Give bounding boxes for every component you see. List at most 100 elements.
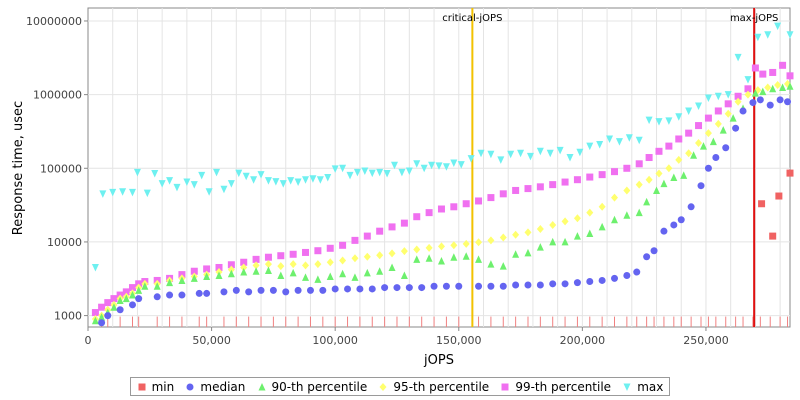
max-point bbox=[151, 169, 159, 178]
90-th-percentile-point bbox=[388, 263, 396, 271]
max-point bbox=[302, 176, 310, 184]
legend-symbol-triangle-down-icon bbox=[623, 383, 631, 391]
median-point bbox=[116, 306, 124, 314]
max-point bbox=[242, 172, 250, 181]
90-th-percentile-point bbox=[598, 222, 606, 231]
90-th-percentile-point bbox=[690, 151, 698, 159]
x-tick-label: 250,000 bbox=[683, 334, 729, 347]
95-th-percentile-point bbox=[376, 251, 384, 260]
y-tick-label: 1000 bbox=[54, 310, 82, 323]
max-point bbox=[606, 135, 614, 143]
max-point bbox=[294, 178, 302, 187]
max-point bbox=[714, 92, 722, 101]
99-th-percentile-point bbox=[675, 135, 683, 143]
95-th-percentile-point bbox=[302, 261, 310, 270]
min-point bbox=[786, 169, 794, 177]
90-th-percentile-point bbox=[314, 275, 322, 283]
x-tick-label: 50,000 bbox=[192, 334, 231, 347]
95-th-percentile-point bbox=[665, 164, 673, 173]
median-point bbox=[306, 286, 314, 294]
90-th-percentile-point bbox=[141, 282, 149, 290]
99-th-percentile-point bbox=[363, 232, 371, 240]
median-point bbox=[643, 253, 651, 261]
95-th-percentile-point bbox=[549, 220, 557, 229]
99-th-percentile-point bbox=[104, 299, 112, 307]
median-point bbox=[104, 312, 112, 320]
max-point bbox=[685, 107, 693, 115]
90-th-percentile-point bbox=[660, 179, 668, 188]
legend-item-median: median bbox=[185, 380, 245, 394]
median-point bbox=[203, 289, 211, 297]
90-th-percentile-point bbox=[611, 215, 618, 224]
legend-symbol-shape bbox=[186, 383, 194, 390]
median-point bbox=[499, 282, 507, 290]
95-th-percentile-point bbox=[524, 228, 532, 237]
median-point bbox=[687, 203, 695, 211]
99-th-percentile-point bbox=[512, 186, 520, 194]
max-point bbox=[517, 149, 525, 158]
max-point bbox=[764, 31, 772, 39]
max-point bbox=[734, 53, 742, 62]
max-point bbox=[774, 22, 782, 31]
axis-ticks: 0 50,000 100,000 150,000 200,000 250,000 1000 1… bbox=[26, 15, 729, 347]
99-th-percentile-point bbox=[623, 164, 631, 172]
max-point bbox=[467, 155, 475, 163]
maxjops-label: max-jOPS bbox=[730, 13, 778, 24]
90-th-percentile-point bbox=[670, 173, 678, 181]
max-point bbox=[158, 180, 166, 188]
median-point bbox=[381, 284, 389, 292]
median-point bbox=[722, 144, 730, 152]
90-th-percentile-point bbox=[524, 248, 532, 257]
95-th-percentile-point bbox=[425, 243, 433, 252]
90-th-percentile-point bbox=[623, 211, 631, 219]
max-point bbox=[405, 167, 413, 175]
max-point bbox=[346, 171, 354, 180]
90-th-percentile-point bbox=[699, 142, 707, 150]
90-th-percentile-point bbox=[769, 84, 777, 93]
legend-item-min: min bbox=[137, 380, 174, 394]
max-point bbox=[133, 168, 141, 177]
median-point bbox=[756, 96, 764, 104]
max-point bbox=[324, 173, 332, 182]
median-point bbox=[178, 291, 186, 299]
max-point bbox=[361, 167, 369, 175]
99-th-percentile-point bbox=[203, 265, 211, 273]
95-th-percentile-point bbox=[314, 260, 322, 269]
series-max bbox=[91, 22, 794, 272]
99-th-percentile-point bbox=[190, 267, 198, 275]
legend-label: 99-th percentile bbox=[515, 379, 612, 394]
99-th-percentile-point bbox=[769, 68, 777, 76]
99-th-percentile-point bbox=[128, 284, 136, 292]
legend-symbol-square-icon bbox=[138, 383, 146, 390]
99-th-percentile-point bbox=[734, 92, 742, 100]
99-th-percentile-point bbox=[400, 219, 408, 227]
95-th-percentile-point bbox=[645, 175, 653, 184]
90-th-percentile-point bbox=[499, 262, 507, 270]
90-th-percentile-point bbox=[128, 291, 136, 299]
90-th-percentile-point bbox=[487, 260, 495, 268]
median-point bbox=[232, 286, 240, 294]
median-point bbox=[195, 289, 203, 297]
95-th-percentile-point bbox=[714, 119, 722, 128]
90-th-percentile-point bbox=[653, 186, 661, 194]
max-point bbox=[665, 117, 673, 125]
y-tick-label: 10000 bbox=[47, 236, 82, 249]
90-th-percentile-point bbox=[351, 273, 359, 281]
99-th-percentile-point bbox=[573, 176, 581, 184]
95-th-percentile-point bbox=[227, 265, 235, 274]
99-th-percentile-point bbox=[289, 250, 297, 258]
max-point bbox=[526, 152, 534, 161]
90-th-percentile-point bbox=[413, 255, 421, 263]
90-th-percentile-point bbox=[339, 269, 347, 278]
99-th-percentile-point bbox=[110, 295, 118, 303]
90-th-percentile-point bbox=[450, 253, 458, 261]
95-th-percentile-point bbox=[400, 247, 408, 256]
99-th-percentile-point bbox=[685, 129, 693, 137]
99-th-percentile-point bbox=[122, 288, 130, 296]
95-th-percentile-point bbox=[685, 149, 693, 158]
95-th-percentile-point bbox=[512, 230, 520, 239]
99-th-percentile-point bbox=[744, 85, 752, 93]
95-th-percentile-point bbox=[724, 109, 732, 118]
median-point bbox=[319, 286, 327, 294]
90-th-percentile-point bbox=[178, 276, 186, 284]
